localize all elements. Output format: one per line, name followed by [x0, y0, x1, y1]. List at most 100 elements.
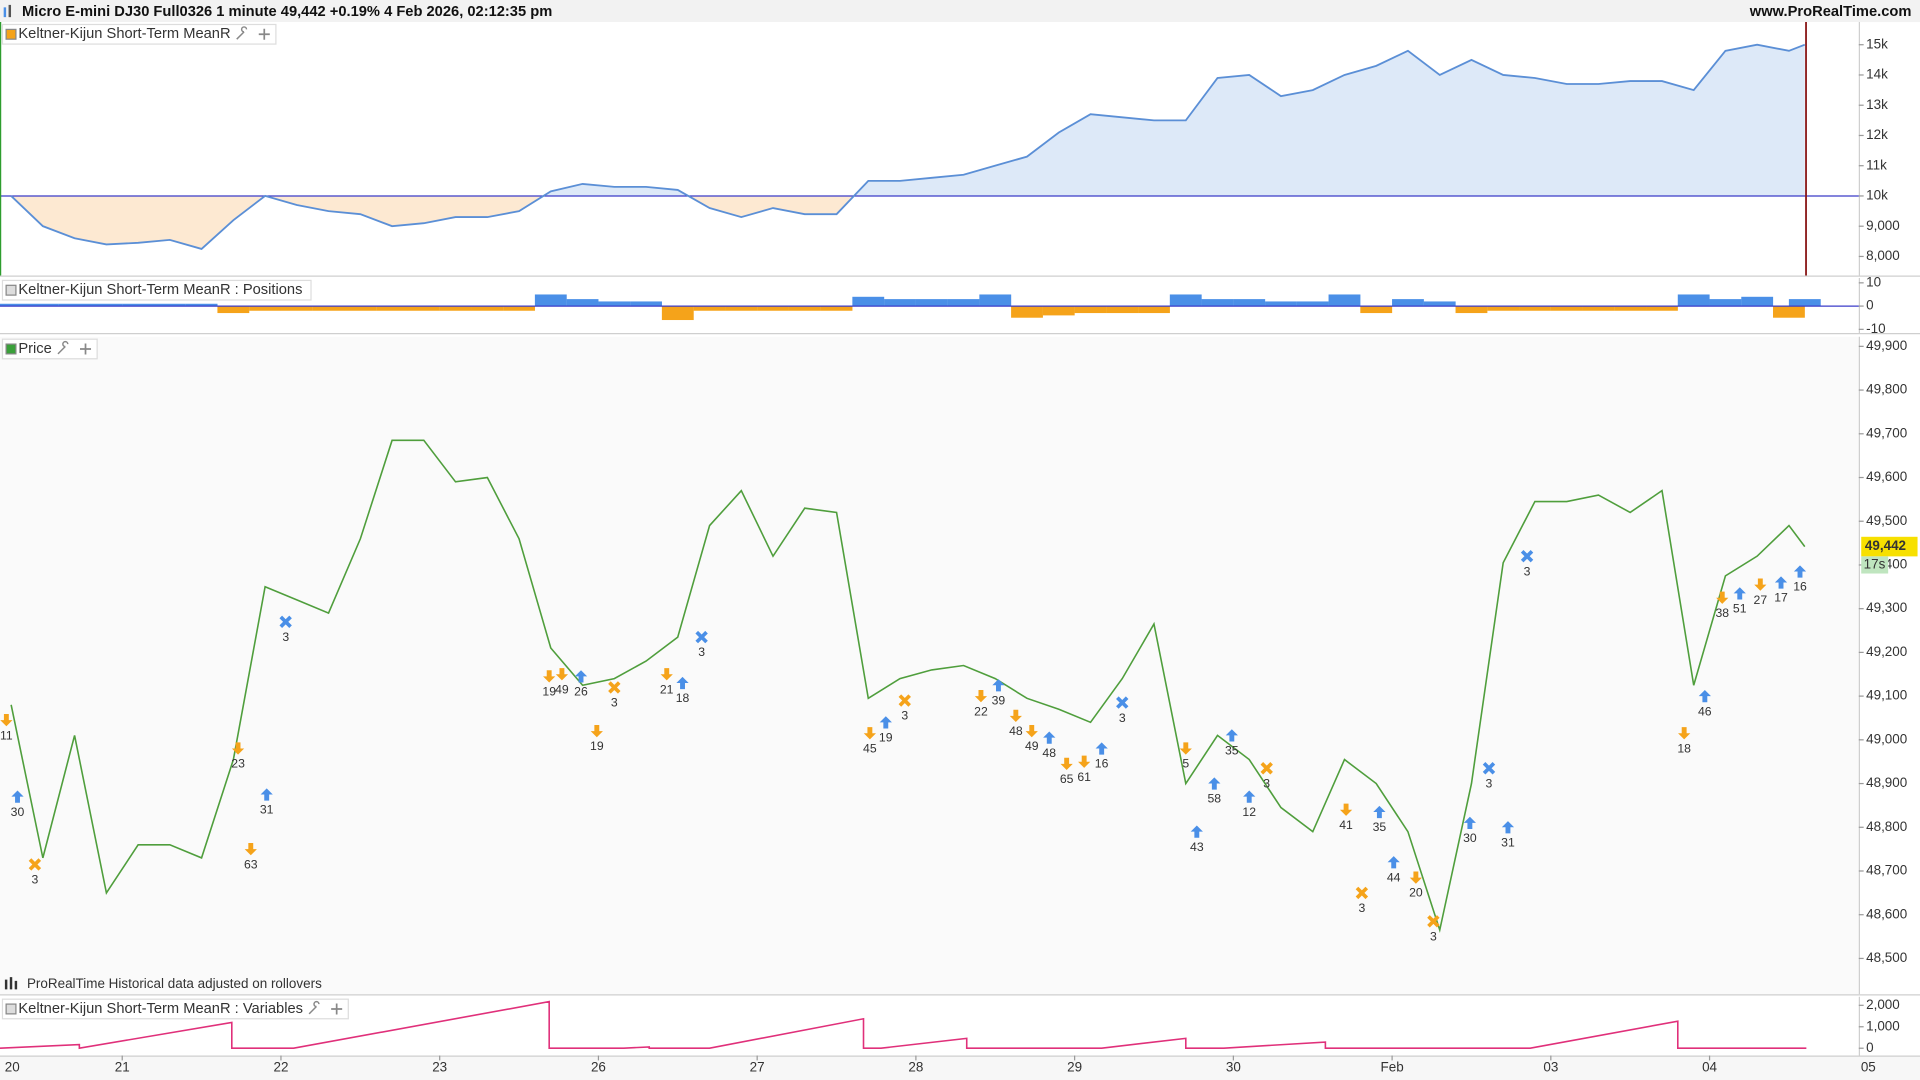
position-bar [1773, 306, 1805, 318]
trade-qty: 63 [244, 857, 258, 871]
position-bar [122, 303, 155, 307]
wrench-icon[interactable] [308, 1000, 320, 1015]
position-bar [1138, 306, 1170, 314]
y-tick-label: 13k [1866, 97, 1888, 112]
arrow-down-shape [974, 690, 988, 703]
trade-marker [1095, 742, 1108, 755]
position-bar [26, 303, 59, 307]
trade-qty: 48 [1009, 724, 1023, 738]
position-bar [0, 303, 28, 307]
trade-qty: 48 [1042, 746, 1056, 760]
cross-shape [608, 681, 621, 694]
y-tick-label: 14k [1866, 67, 1888, 82]
footnote-icon [4, 977, 18, 990]
cross-shape [898, 694, 911, 707]
arrow-down-shape [1009, 709, 1022, 722]
plus-icon[interactable] [79, 343, 92, 355]
trade-marker [1678, 727, 1691, 740]
arrow-down-shape [231, 742, 245, 755]
trade-qty: 3 [901, 709, 908, 723]
x-tick-label: 22 [273, 1059, 288, 1074]
equity-line [10, 43, 1806, 250]
arrow-up-shape [879, 716, 892, 729]
trade-marker [1463, 816, 1476, 829]
cross-shape [1482, 762, 1496, 775]
y-tick-label: 48,800 [1866, 819, 1907, 834]
y-tick-label: 48,700 [1866, 863, 1907, 878]
trade-marker [1698, 690, 1711, 703]
position-bar [1455, 306, 1488, 314]
trade-qty: 31 [1501, 835, 1515, 849]
y-tick-label: 15k [1866, 36, 1888, 51]
position-bar [757, 306, 789, 311]
trade-qty: 51 [1733, 602, 1747, 616]
plus-icon[interactable] [258, 28, 270, 40]
panel-icon [5, 28, 17, 40]
plus-icon[interactable] [331, 1003, 343, 1015]
arrow-down-shape [1025, 725, 1038, 738]
arrow-up-shape [1501, 821, 1515, 834]
position-bar [1201, 299, 1234, 307]
position-bar [915, 299, 948, 307]
y-tick-label: 8,000 [1866, 248, 1900, 263]
position-bar [1042, 306, 1075, 316]
arrow-down-shape [1754, 578, 1767, 591]
position-bar [1106, 306, 1139, 314]
trade-qty: 35 [1373, 820, 1387, 834]
trade-qty: 3 [698, 645, 705, 659]
arrow-down-shape [543, 670, 556, 683]
trade-qty: 3 [282, 630, 289, 644]
trade-marker [1387, 856, 1400, 869]
position-bar [407, 306, 440, 311]
x-tick-label: 20 [5, 1059, 20, 1074]
cross-shape [1427, 915, 1440, 928]
trade-qty: 18 [676, 691, 690, 705]
footnote: ProRealTime Historical data adjusted on … [27, 976, 322, 991]
cross-shape [1355, 886, 1369, 900]
y-tick-label: 0 [1866, 1040, 1873, 1055]
y-tick-label: 49,500 [1866, 513, 1907, 528]
trade-qty: 16 [1095, 757, 1109, 771]
y-tick-label: 48,500 [1866, 950, 1907, 965]
wrench-icon[interactable] [236, 26, 248, 40]
trade-marker [879, 716, 892, 729]
trade-qty: 61 [1077, 770, 1091, 784]
cross-shape [28, 858, 42, 871]
position-bar [185, 303, 218, 307]
trade-qty: 43 [1190, 840, 1204, 854]
trade-qty: 30 [1463, 831, 1477, 845]
header-site[interactable]: www.ProRealTime.com [1749, 4, 1912, 20]
trade-marker [1025, 725, 1038, 738]
x-tick-label: 05 [1861, 1059, 1876, 1074]
panel-label-bg [1, 998, 349, 1020]
trade-qty: 3 [1119, 711, 1126, 725]
y-tick-label: 48,600 [1866, 906, 1907, 921]
trade-qty: 20 [1409, 886, 1423, 900]
y-tick-label: 9,000 [1866, 218, 1900, 233]
position-bar [1677, 294, 1710, 307]
wrench-icon[interactable] [57, 340, 69, 355]
trade-marker [992, 679, 1005, 692]
arrow-up-shape [1043, 731, 1056, 744]
trade-qty: 12 [1242, 805, 1256, 819]
position-bar [534, 294, 567, 307]
position-bar [376, 306, 408, 311]
trade-marker [608, 681, 621, 694]
trade-marker [11, 790, 24, 803]
panel-label-bg [1, 338, 98, 360]
trade-marker [543, 670, 556, 683]
arrow-up-shape [1733, 587, 1746, 600]
position-bar [1519, 306, 1551, 311]
panel-icon [5, 343, 17, 355]
trade-qty: 16 [1793, 580, 1807, 594]
x-tick-label: 26 [591, 1059, 606, 1074]
x-tick-label: 30 [1226, 1059, 1241, 1074]
position-bar [280, 306, 313, 311]
position-bar [471, 306, 504, 311]
arrow-down-shape [1060, 757, 1073, 770]
trade-marker [1009, 709, 1022, 722]
trade-marker [1520, 549, 1534, 563]
position-bar [1169, 294, 1202, 307]
position-bar [788, 306, 821, 311]
arrow-up-shape [992, 679, 1005, 692]
